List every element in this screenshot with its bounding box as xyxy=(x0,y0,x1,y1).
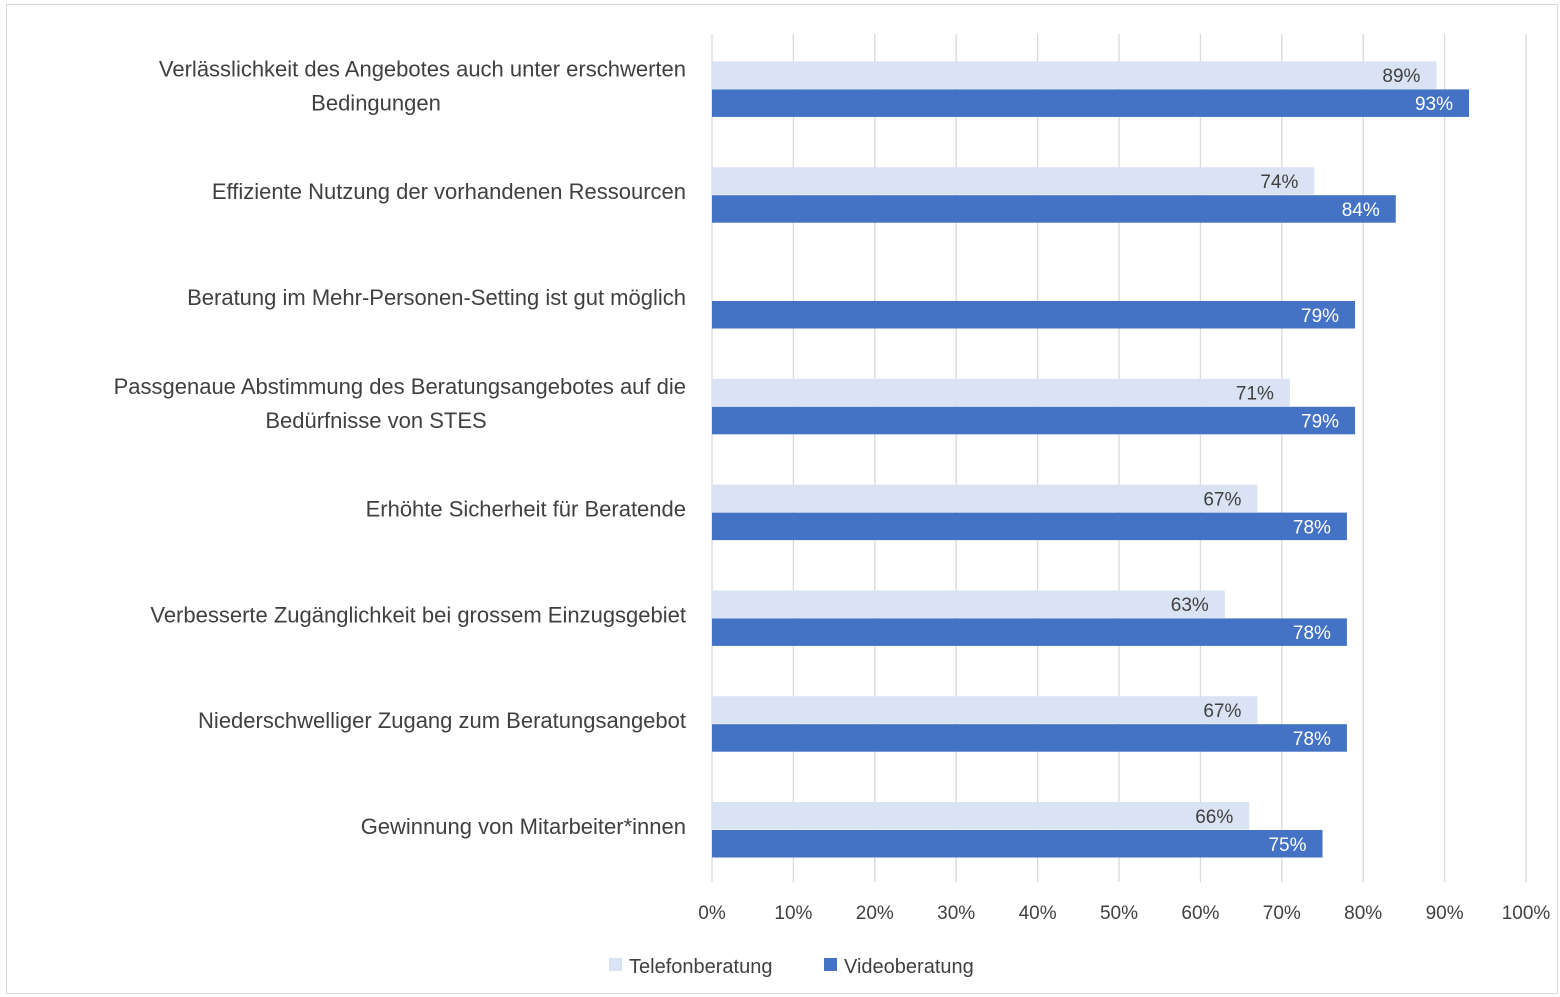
x-axis-tick-labels: 0% 10% 20% 30% 40% 50% 60% 70% 80% 90% 100% xyxy=(698,903,1550,924)
bar-telefonberatung xyxy=(712,484,1258,513)
data-label: 89% xyxy=(1382,66,1420,87)
legend-label-telefonberatung: Telefonberatung xyxy=(629,956,772,978)
bar-videoberatung xyxy=(712,512,1347,541)
x-tick-label: 90% xyxy=(1426,903,1464,924)
category-label: Gewinnung von Mitarbeiter*innen xyxy=(361,814,686,839)
legend-swatch-videoberatung xyxy=(824,958,837,971)
data-label: 66% xyxy=(1195,807,1233,828)
bar-telefonberatung xyxy=(712,378,1290,407)
bar-telefonberatung xyxy=(712,61,1437,89)
bar-telefonberatung xyxy=(712,590,1225,618)
category-label: Bedingungen xyxy=(311,90,441,115)
data-label: 71% xyxy=(1236,384,1274,405)
bar-telefonberatung xyxy=(712,802,1250,830)
data-label: 67% xyxy=(1203,701,1241,722)
data-label: 93% xyxy=(1415,94,1453,115)
legend-swatch-telefonberatung xyxy=(609,958,622,971)
category-label: Bedürfnisse von STES xyxy=(265,408,486,433)
x-tick-label: 50% xyxy=(1100,903,1138,924)
x-tick-label: 60% xyxy=(1181,903,1219,924)
data-label: 78% xyxy=(1293,729,1331,750)
x-tick-label: 70% xyxy=(1263,903,1301,924)
bar-videoberatung xyxy=(712,195,1396,223)
x-tick-label: 20% xyxy=(856,903,894,924)
data-label: 78% xyxy=(1293,517,1331,538)
data-label: 84% xyxy=(1342,200,1380,221)
bar-telefonberatung xyxy=(712,696,1258,724)
data-label: 74% xyxy=(1260,172,1298,193)
bar-videoberatung xyxy=(712,301,1356,329)
legend-label-videoberatung: Videoberatung xyxy=(844,956,974,978)
bar-telefonberatung xyxy=(712,167,1315,195)
data-label: 67% xyxy=(1203,489,1241,510)
x-tick-label: 80% xyxy=(1344,903,1382,924)
data-label: 78% xyxy=(1293,623,1331,644)
gridlines xyxy=(711,34,1527,882)
category-label: Effiziente Nutzung der vorhandenen Resso… xyxy=(212,179,686,204)
bar-videoberatung xyxy=(712,406,1356,435)
x-tick-label: 10% xyxy=(774,903,812,924)
category-label: Erhöhte Sicherheit für Beratende xyxy=(366,497,686,522)
data-label: 75% xyxy=(1268,835,1306,856)
category-label: Niederschwelliger Zugang zum Beratungsan… xyxy=(198,708,686,733)
category-label: Verlässlichkeit des Angebotes auch unter… xyxy=(159,56,686,81)
bar-videoberatung xyxy=(712,830,1323,858)
data-label: 79% xyxy=(1301,412,1339,433)
bar-videoberatung xyxy=(712,724,1347,752)
bar-videoberatung xyxy=(712,89,1470,117)
x-tick-label: 0% xyxy=(698,903,726,924)
category-label: Passgenaue Abstimmung des Beratungsangeb… xyxy=(114,374,686,399)
data-label: 79% xyxy=(1301,306,1339,327)
legend: Telefonberatung Videoberatung xyxy=(609,956,974,978)
x-tick-label: 100% xyxy=(1502,903,1551,924)
data-label: 63% xyxy=(1171,595,1209,616)
x-tick-label: 40% xyxy=(1019,903,1057,924)
category-label: Beratung im Mehr-Personen-Setting ist gu… xyxy=(187,285,686,310)
bar-videoberatung xyxy=(712,618,1347,646)
x-tick-label: 30% xyxy=(937,903,975,924)
category-label: Verbesserte Zugänglichkeit bei grossem E… xyxy=(150,602,686,627)
